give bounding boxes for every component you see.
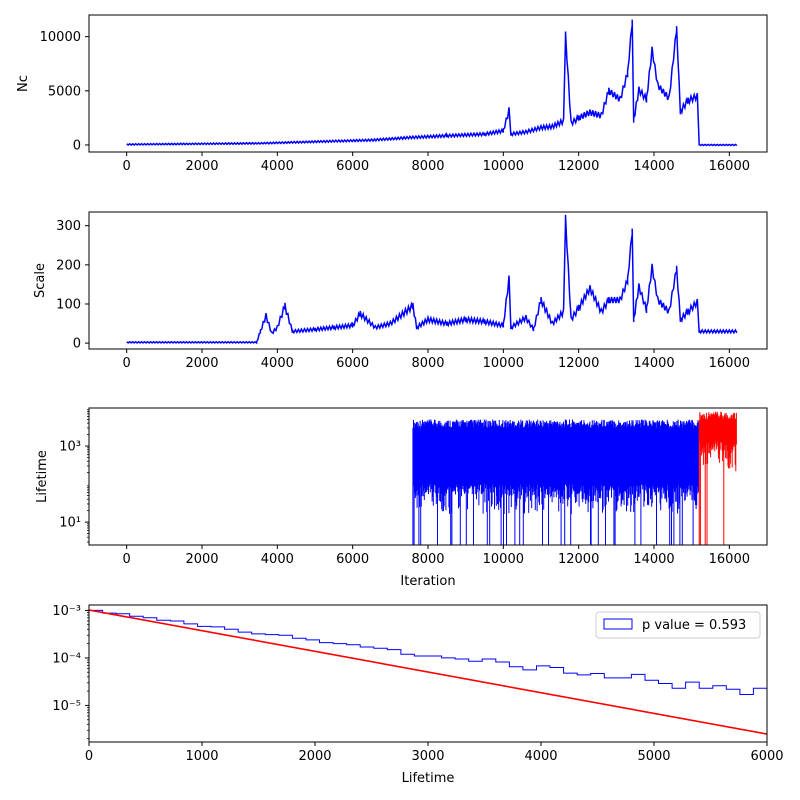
lifetime-trace-x-tick-label: 0 [123, 552, 131, 567]
nc-x-tick-label: 4000 [261, 159, 294, 174]
lifetime-trace-panel: 0 2000 4000 6000 8000 10000 12000 14000 16000 10… [35, 407, 768, 589]
histogram-x-tick-label: 5000 [637, 749, 670, 764]
nc-x-tick-label: 14000 [633, 159, 674, 174]
nc-y-ticks: 0 5000 10000 [40, 30, 89, 153]
lifetime-trace-x-tick-label: 10000 [483, 552, 524, 567]
histogram-x-ticks: 0 1000 2000 3000 4000 5000 6000 [85, 742, 784, 764]
scale-x-tick-label: 4000 [261, 356, 294, 371]
nc-y-tick-label: 10000 [40, 30, 81, 45]
scale-x-tick-label: 10000 [483, 356, 524, 371]
legend-swatch [603, 618, 633, 630]
nc-x-tick-label: 10000 [483, 159, 524, 174]
histogram-fit-line [89, 609, 767, 735]
scale-panel: 0 2000 4000 6000 8000 10000 12000 14000 16000 0 1… [33, 211, 768, 371]
scale-y-tick-label: 300 [56, 219, 81, 234]
scale-x-tick-label: 2000 [185, 356, 218, 371]
scale-y-tick-label: 100 [56, 297, 81, 312]
scale-x-ticks: 0 2000 4000 6000 8000 10000 12000 14000 16000 [123, 349, 750, 371]
histogram-x-tick-label: 1000 [185, 749, 218, 764]
nc-x-tick-label: 6000 [336, 159, 369, 174]
lifetime-trace-series-trace [412, 419, 700, 545]
nc-x-tick-label: 2000 [185, 159, 218, 174]
scale-y-ticks: 0 100 200 300 [56, 219, 89, 352]
lifetime-trace-x-axis-label: Iteration [400, 574, 455, 589]
lifetime-trace-x-tick-label: 8000 [411, 552, 444, 567]
scale-plot-area [126, 214, 738, 345]
nc-x-ticks: 0 2000 4000 6000 8000 10000 12000 14000 16000 [123, 152, 750, 174]
scale-x-tick-label: 16000 [709, 356, 750, 371]
lifetime-trace-plot-area [412, 411, 737, 545]
histogram-y-tick-label: 10⁻³ [52, 604, 81, 619]
scale-series-line [126, 214, 738, 345]
scale-x-tick-label: 6000 [336, 356, 369, 371]
scale-x-tick-label: 0 [123, 356, 131, 371]
nc-x-tick-label: 12000 [558, 159, 599, 174]
lifetime-trace-x-tick-label: 6000 [336, 552, 369, 567]
lifetime-trace-x-tick-label: 12000 [558, 552, 599, 567]
lifetime-trace-x-tick-label: 14000 [633, 552, 674, 567]
legend-label: p value = 0.593 [642, 618, 746, 633]
histogram-plot-area [89, 609, 767, 735]
lifetime-trace-series-trace [698, 411, 737, 545]
histogram-x-tick-label: 0 [85, 749, 93, 764]
histogram-x-axis-label: Lifetime [402, 771, 455, 786]
scale-x-tick-label: 8000 [411, 356, 444, 371]
lifetime-trace-x-tick-label: 2000 [185, 552, 218, 567]
histogram-y-ticks: 10⁻⁵ 10⁻⁴ 10⁻³ [52, 604, 89, 740]
histogram-histogram-steps [89, 609, 767, 698]
nc-x-tick-label: 16000 [709, 159, 750, 174]
nc-y-tick-label: 5000 [48, 84, 81, 99]
histogram-x-tick-label: 6000 [750, 749, 783, 764]
lifetime-trace-y-tick-label: 10¹ [59, 516, 81, 531]
nc-x-tick-label: 8000 [411, 159, 444, 174]
scale-y-tick-label: 200 [56, 258, 81, 273]
nc-panel: 0 2000 4000 6000 8000 10000 12000 14000 16000 0 5… [16, 14, 768, 174]
nc-plot-area [126, 19, 738, 147]
scale-y-axis-label: Scale [33, 263, 48, 298]
lifetime-histogram-panel: 0 1000 2000 3000 4000 5000 6000 10⁻⁵ 10⁻⁴ 10⁻³ L… [52, 604, 784, 786]
nc-y-tick-label: 0 [73, 138, 81, 153]
lifetime-trace-y-tick-label: 10³ [59, 440, 81, 455]
scale-x-tick-label: 14000 [633, 356, 674, 371]
lifetime-trace-y-axis-label: Lifetime [35, 450, 50, 503]
histogram-x-tick-label: 3000 [411, 749, 444, 764]
histogram-y-tick-label: 10⁻⁵ [52, 699, 81, 714]
nc-series-line [126, 19, 738, 147]
histogram-x-tick-label: 4000 [524, 749, 557, 764]
scale-x-tick-label: 12000 [558, 356, 599, 371]
lifetime-trace-x-tick-label: 4000 [261, 552, 294, 567]
scale-y-tick-label: 0 [73, 337, 81, 352]
nc-y-axis-label: Nc [16, 75, 31, 92]
lifetime-trace-x-ticks: 0 2000 4000 6000 8000 10000 12000 14000 16000 [123, 545, 750, 567]
legend-box [595, 611, 761, 639]
lifetime-trace-y-ticks: 10¹ 10³ [59, 409, 89, 543]
histogram-y-tick-label: 10⁻⁴ [52, 651, 81, 666]
lifetime-trace-x-tick-label: 16000 [709, 552, 750, 567]
legend: p value = 0.593 [595, 611, 761, 639]
histogram-x-tick-label: 2000 [298, 749, 331, 764]
nc-x-tick-label: 0 [123, 159, 131, 174]
